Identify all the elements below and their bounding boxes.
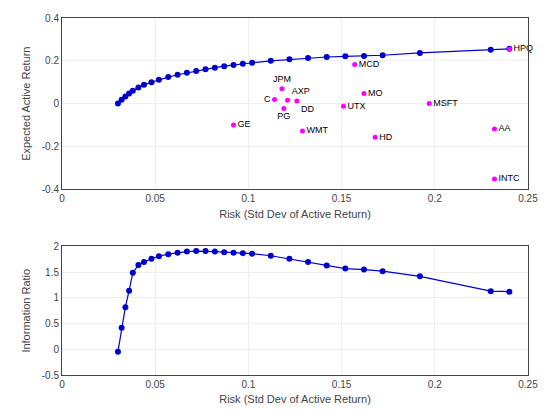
svg-text:AXP: AXP [292, 86, 310, 96]
svg-text:JPM: JPM [273, 74, 291, 84]
svg-text:2: 2 [53, 241, 59, 252]
svg-text:INTC: INTC [499, 173, 520, 183]
svg-text:C: C [264, 94, 271, 104]
svg-text:MO: MO [368, 88, 383, 98]
svg-text:0: 0 [59, 379, 65, 390]
svg-text:-0.5: -0.5 [42, 370, 60, 381]
svg-text:0.4: 0.4 [45, 13, 59, 24]
svg-text:0: 0 [53, 344, 59, 355]
svg-text:HPQ: HPQ [513, 43, 533, 53]
svg-text:Risk (Std Dev of Active Return: Risk (Std Dev of Active Return) [219, 208, 371, 220]
svg-text:0.25: 0.25 [518, 379, 538, 390]
svg-text:0.2: 0.2 [45, 55, 59, 66]
svg-text:0.1: 0.1 [241, 379, 255, 390]
svg-text:0: 0 [59, 193, 65, 204]
svg-text:Risk (Std Dev of Active Return: Risk (Std Dev of Active Return) [219, 393, 371, 405]
svg-text:Expected Active Return: Expected Active Return [20, 47, 32, 161]
svg-text:0.2: 0.2 [428, 379, 442, 390]
svg-text:0.1: 0.1 [241, 193, 255, 204]
svg-text:MCD: MCD [359, 59, 380, 69]
svg-text:0.05: 0.05 [145, 193, 165, 204]
svg-text:1.5: 1.5 [45, 267, 59, 278]
svg-text:0.15: 0.15 [332, 379, 352, 390]
svg-text:AA: AA [499, 123, 511, 133]
svg-text:WMT: WMT [307, 125, 329, 135]
svg-text:0.2: 0.2 [428, 193, 442, 204]
svg-text:Information Ratio: Information Ratio [20, 269, 32, 353]
svg-text:-0.2: -0.2 [42, 141, 60, 152]
svg-text:PG: PG [277, 111, 290, 121]
svg-text:0: 0 [53, 98, 59, 109]
svg-text:0.25: 0.25 [518, 193, 538, 204]
svg-text:UTX: UTX [348, 101, 366, 111]
svg-text:0.15: 0.15 [332, 193, 352, 204]
svg-text:GE: GE [238, 119, 251, 129]
svg-text:DD: DD [301, 104, 314, 114]
svg-text:MSFT: MSFT [433, 98, 458, 108]
svg-text:0.05: 0.05 [145, 379, 165, 390]
svg-text:1: 1 [53, 292, 59, 303]
svg-text:0.5: 0.5 [45, 318, 59, 329]
svg-text:-0.4: -0.4 [42, 184, 60, 195]
svg-text:HD: HD [379, 132, 392, 142]
